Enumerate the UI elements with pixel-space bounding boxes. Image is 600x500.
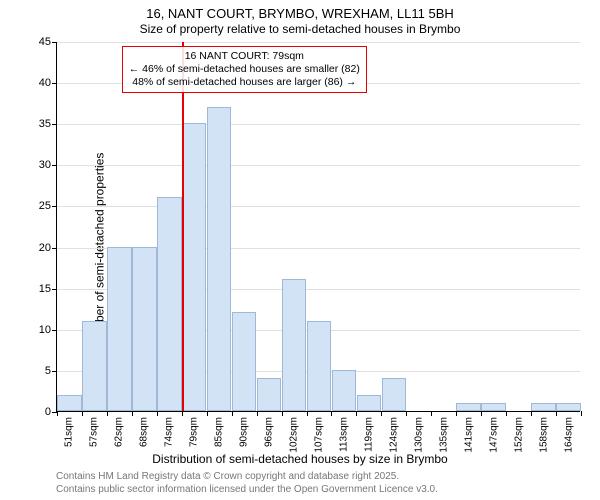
attribution-line-1: Contains HM Land Registry data © Crown c… [56, 471, 438, 484]
gridline-h [57, 124, 580, 125]
gridline-h [57, 206, 580, 207]
xtick-mark [331, 411, 332, 416]
ytick-label: 10 [39, 324, 57, 336]
xtick-mark [282, 411, 283, 416]
xtick-label: 147sqm [488, 411, 499, 453]
xtick-mark [456, 411, 457, 416]
histogram-bar [357, 395, 381, 411]
histogram-bar [157, 197, 181, 411]
ytick-label: 30 [39, 159, 57, 171]
annotation-line-1: 16 NANT COURT: 79sqm [129, 50, 360, 63]
annotation-line-3: 48% of semi-detached houses are larger (… [129, 76, 360, 89]
xtick-mark [57, 411, 58, 416]
attribution-text: Contains HM Land Registry data © Crown c… [56, 471, 438, 496]
histogram-bar [282, 279, 306, 411]
ytick-label: 5 [45, 365, 57, 377]
xtick-label: 107sqm [314, 411, 325, 453]
xtick-label: 68sqm [139, 411, 150, 447]
xtick-mark [531, 411, 532, 416]
xtick-label: 79sqm [189, 411, 200, 447]
xtick-label: 102sqm [289, 411, 300, 453]
histogram-bar [207, 107, 231, 411]
xtick-label: 85sqm [214, 411, 225, 447]
annotation-line-2: ← 46% of semi-detached houses are smalle… [129, 63, 360, 76]
xtick-label: 164sqm [563, 411, 574, 453]
xtick-label: 113sqm [338, 411, 349, 452]
xtick-mark [356, 411, 357, 416]
xtick-label: 51sqm [64, 411, 75, 447]
xtick-mark [481, 411, 482, 416]
histogram-bar [307, 321, 331, 411]
ytick-label: 15 [39, 283, 57, 295]
ytick-label: 35 [39, 118, 57, 130]
xtick-mark [381, 411, 382, 416]
xtick-label: 90sqm [239, 411, 250, 447]
histogram-bar [257, 378, 281, 411]
xtick-mark [406, 411, 407, 416]
xtick-mark [257, 411, 258, 416]
xtick-label: 152sqm [513, 411, 524, 453]
xtick-mark [506, 411, 507, 416]
ytick-label: 40 [39, 77, 57, 89]
ytick-label: 20 [39, 242, 57, 254]
ytick-label: 45 [39, 36, 57, 48]
x-axis-label: Distribution of semi-detached houses by … [0, 452, 600, 466]
xtick-mark [307, 411, 308, 416]
chart-title: 16, NANT COURT, BRYMBO, WREXHAM, LL11 5B… [0, 6, 600, 21]
xtick-label: 74sqm [164, 411, 175, 447]
xtick-label: 96sqm [264, 411, 275, 447]
gridline-h [57, 42, 580, 43]
xtick-label: 57sqm [89, 411, 100, 447]
histogram-bar [382, 378, 406, 411]
histogram-bar [82, 321, 106, 411]
xtick-mark [232, 411, 233, 416]
histogram-bar [531, 403, 555, 411]
xtick-mark [431, 411, 432, 416]
histogram-bar [232, 312, 256, 411]
xtick-mark [132, 411, 133, 416]
histogram-bar [481, 403, 505, 411]
ytick-label: 25 [39, 200, 57, 212]
histogram-bar [556, 403, 580, 411]
histogram-bar [57, 395, 81, 411]
xtick-mark [157, 411, 158, 416]
xtick-mark [107, 411, 108, 416]
attribution-line-2: Contains public sector information licen… [56, 484, 438, 497]
marker-annotation: 16 NANT COURT: 79sqm ← 46% of semi-detac… [122, 46, 367, 93]
gridline-h [57, 165, 580, 166]
histogram-bar [182, 123, 206, 411]
xtick-label: 130sqm [413, 411, 424, 453]
xtick-label: 141sqm [463, 411, 474, 453]
xtick-mark [182, 411, 183, 416]
xtick-mark [82, 411, 83, 416]
xtick-label: 119sqm [363, 411, 374, 452]
histogram-bar [107, 247, 131, 411]
marker-line [182, 42, 184, 411]
xtick-label: 62sqm [114, 411, 125, 447]
xtick-mark [581, 411, 582, 416]
xtick-mark [556, 411, 557, 416]
chart-subtitle: Size of property relative to semi-detach… [0, 22, 600, 36]
plot-area: 05101520253035404551sqm57sqm62sqm68sqm74… [56, 42, 580, 412]
histogram-bar [132, 247, 156, 411]
histogram-bar [332, 370, 356, 411]
xtick-mark [207, 411, 208, 416]
ytick-label: 0 [45, 406, 57, 418]
xtick-label: 135sqm [438, 411, 449, 453]
xtick-label: 158sqm [538, 411, 549, 453]
xtick-label: 124sqm [388, 411, 399, 453]
histogram-bar [456, 403, 480, 411]
chart-container: 16, NANT COURT, BRYMBO, WREXHAM, LL11 5B… [0, 0, 600, 500]
